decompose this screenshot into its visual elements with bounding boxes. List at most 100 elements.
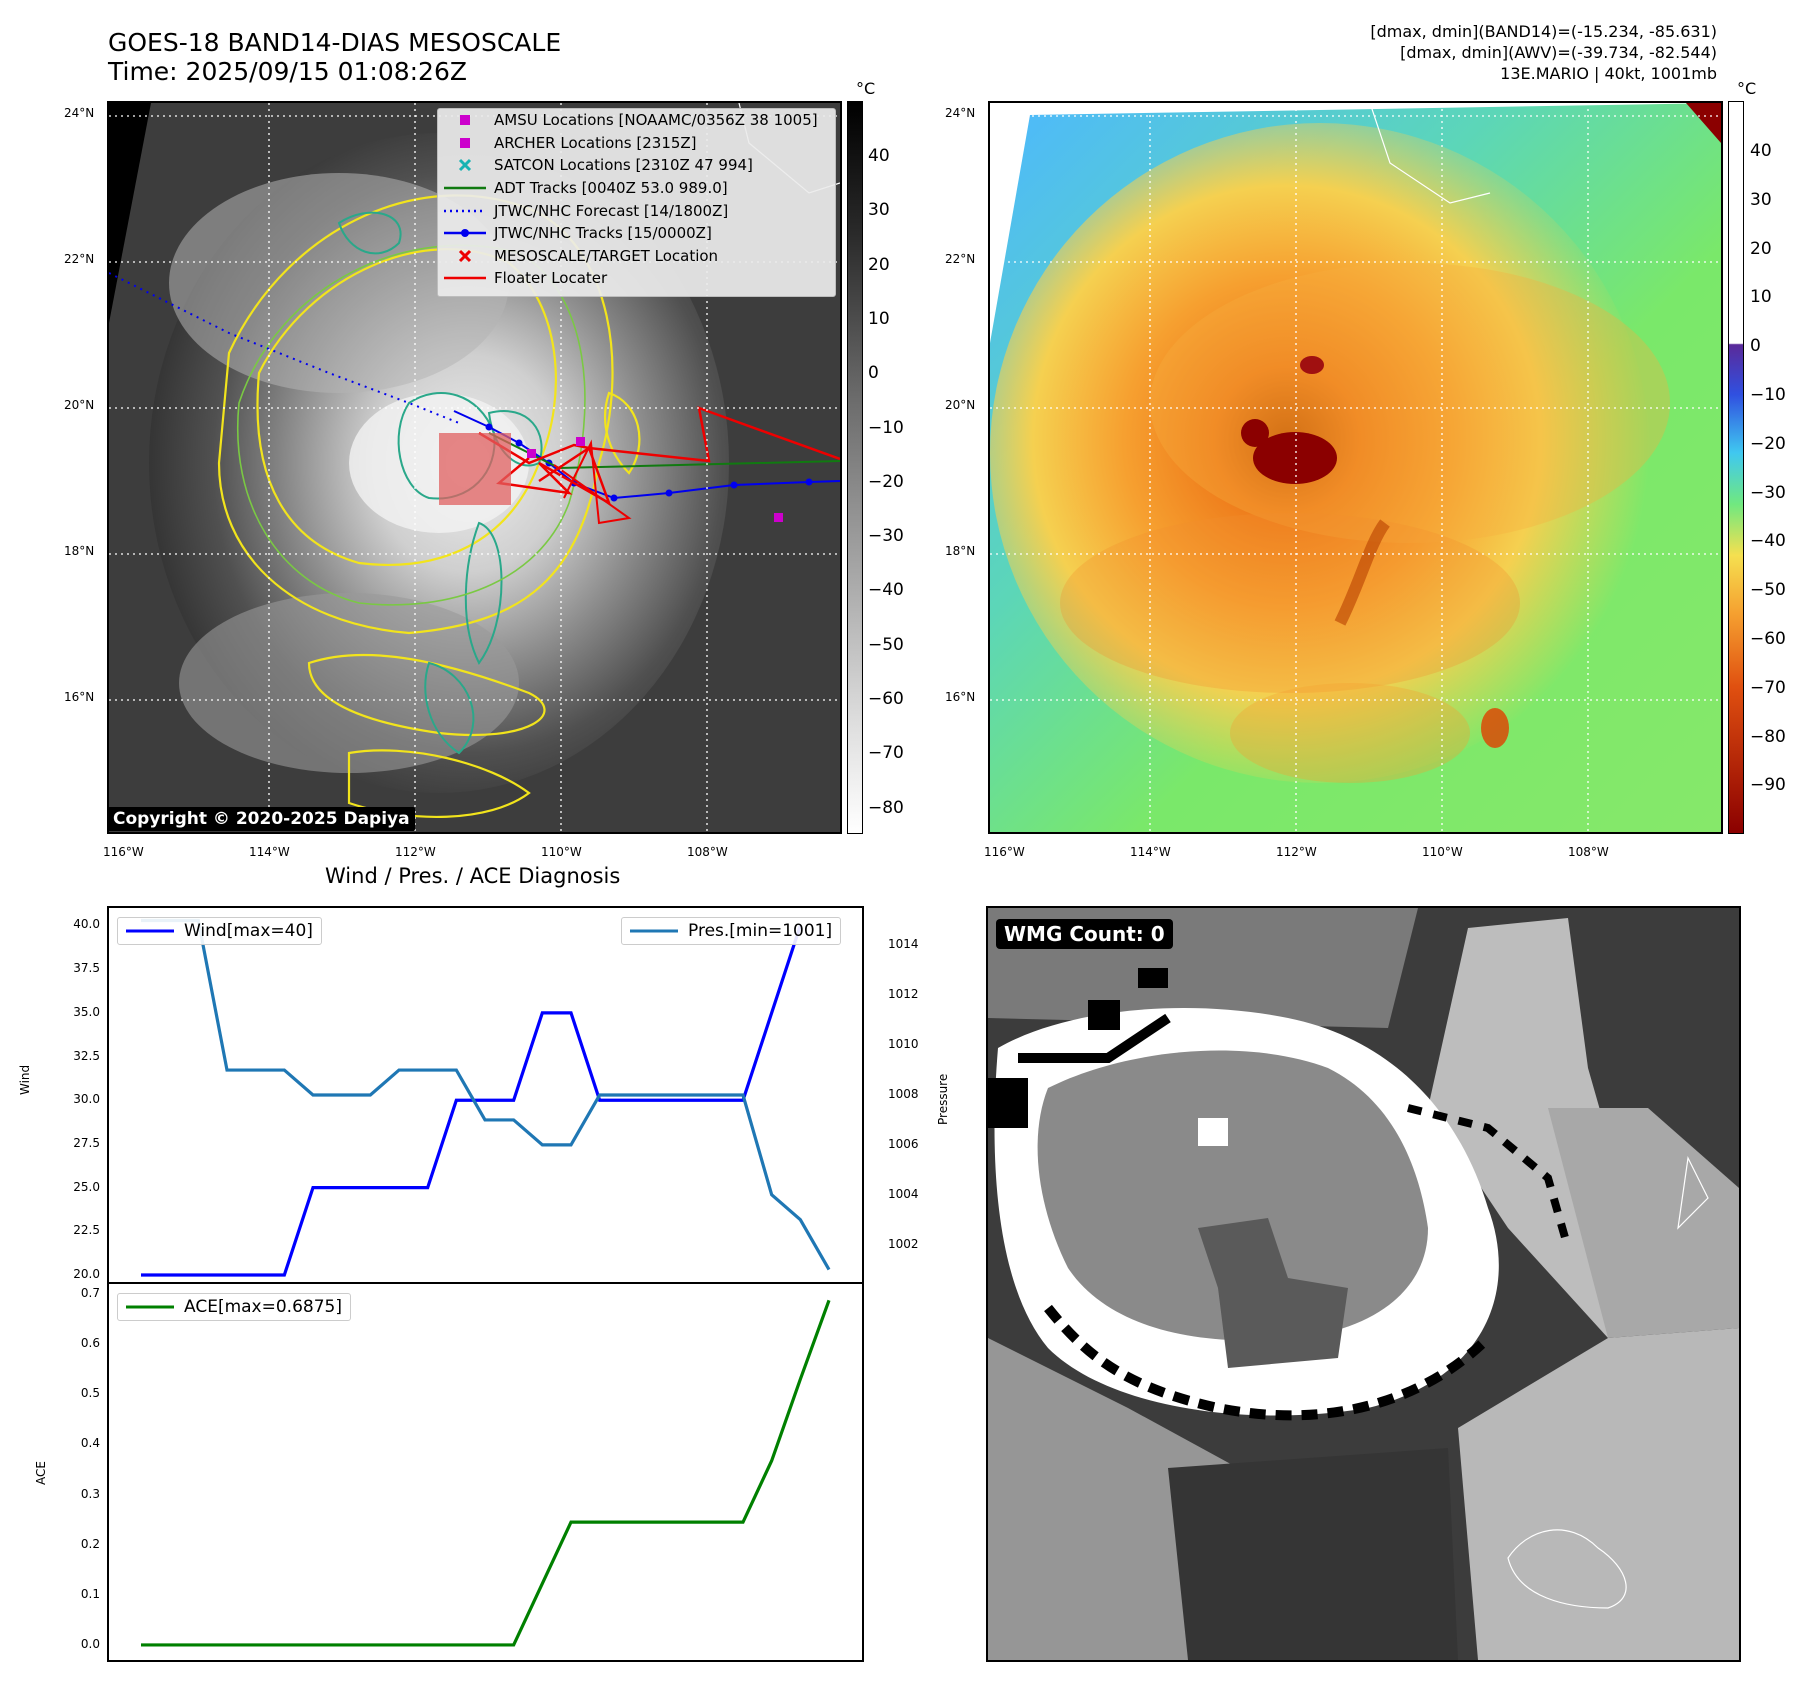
wind-tick-label: 35.0: [73, 1004, 100, 1019]
main-title: GOES-18 BAND14-DIAS MESOSCALE: [108, 28, 562, 57]
ace-tick-label: 0.2: [80, 1536, 100, 1551]
square-marker-icon: [460, 115, 470, 126]
pressure-tick-label: 1006: [888, 1136, 919, 1151]
colorbar-tick: −50: [868, 634, 904, 655]
colorbar-tick: 0: [1750, 336, 1761, 357]
colorbar-tick: −10: [868, 417, 904, 438]
lat-label: 22°N: [64, 252, 95, 266]
lon-label: 110°W: [541, 845, 582, 859]
pressure-tick-label: 1004: [888, 1186, 919, 1201]
pressure-tick-label: 1014: [888, 937, 919, 952]
colorbar-tick: −60: [1750, 629, 1786, 649]
colorbar-tick: −70: [868, 743, 904, 764]
pressure-tick-label: 1012: [888, 987, 919, 1002]
wind-pressure-chart: [103, 906, 864, 1284]
awv-colorbar: [1728, 101, 1744, 834]
colorbar-tick: −20: [868, 471, 904, 492]
legend-item-adt: ADT Tracks [0040Z 53.0 989.0]: [438, 177, 835, 200]
lat-label: 18°N: [64, 544, 95, 558]
colorbar-tick: −20: [1750, 433, 1786, 454]
pressure-tick-label: 1002: [888, 1236, 919, 1251]
legend-item-floater: Floater Locater: [438, 267, 835, 290]
wmg-image: [988, 908, 1739, 1660]
wind-pressure-plot: [103, 918, 831, 1277]
legend-item-forecast: JTWC/NHC Forecast [14/1800Z]: [438, 199, 835, 222]
ace-tick-label: 0.1: [80, 1586, 100, 1601]
legend-label: AMSU Locations [NOAAMC/0356Z 38 1005]: [494, 111, 818, 130]
line-dot-icon: [444, 229, 486, 238]
ace-axis-label: ACE: [34, 1461, 48, 1485]
ace-tick-label: 0.7: [80, 1286, 100, 1301]
time-label: Time: 2025/09/15 01:08:26Z: [108, 57, 467, 86]
colorbar-tick: −70: [1750, 677, 1786, 698]
wind-axis-label: Wind: [18, 1064, 32, 1095]
steelblue-line-icon: [630, 929, 678, 933]
lat-label: 22°N: [945, 252, 976, 266]
copyright-badge: Copyright © 2020-2025 Dapiya: [108, 807, 415, 831]
colorbar-tick: −30: [1750, 482, 1786, 503]
legend-label: SATCON Locations [2310Z 47 994]: [494, 156, 753, 175]
lon-label: 112°W: [395, 845, 436, 859]
colorbar-tick: 0: [868, 363, 879, 384]
colorbar-tick: 10: [1750, 287, 1772, 308]
legend-item-amsu: AMSU Locations [NOAAMC/0356Z 38 1005]: [438, 109, 835, 132]
ace-chart: [107, 1282, 864, 1662]
colorbar-tick: −80: [868, 797, 904, 818]
awv-map-image: [990, 103, 1721, 832]
lon-label: 116°W: [984, 845, 1025, 859]
lon-label: 112°W: [1276, 845, 1317, 859]
legend-label: JTWC/NHC Tracks [15/0000Z]: [494, 224, 712, 243]
x-marker-icon: [458, 159, 472, 172]
pressure-series-line: [141, 918, 831, 1271]
x-marker-icon: [458, 249, 472, 262]
awv-map-panel: [988, 101, 1723, 834]
legend-label: ADT Tracks [0040Z 53.0 989.0]: [494, 179, 728, 198]
lon-label: 114°W: [249, 845, 290, 859]
wind-tick-label: 37.5: [73, 961, 100, 976]
legend-item-target: MESOSCALE/TARGET Location: [438, 245, 835, 268]
ace-tick-label: 0.5: [80, 1386, 100, 1401]
wind-tick-label: 25.0: [73, 1179, 100, 1194]
legend-item-archer: ARCHER Locations [2315Z]: [438, 132, 835, 155]
lat-label: 20°N: [64, 398, 95, 412]
ace-tick-label: 0.4: [80, 1436, 100, 1451]
colorbar-tick: 20: [1750, 238, 1772, 259]
band14-range: [dmax, dmin](BAND14)=(-15.234, -85.631): [1370, 22, 1717, 41]
colorbar-unit: °C: [856, 79, 876, 98]
ace-legend: ACE[max=0.6875]: [117, 1293, 351, 1321]
legend-label: ARCHER Locations [2315Z]: [494, 133, 697, 152]
wmg-count-badge: WMG Count: 0: [996, 919, 1173, 949]
wmg-panel: [986, 906, 1741, 1662]
wind-series-line: [141, 924, 802, 1277]
legend-label: MESOSCALE/TARGET Location: [494, 246, 719, 265]
wind-tick-label: 30.0: [73, 1092, 100, 1107]
awv-range: [dmax, dmin](AWV)=(-39.734, -82.544): [1400, 43, 1717, 62]
wind-legend: Wind[max=40]: [117, 917, 322, 945]
wind-tick-label: 22.5: [73, 1223, 100, 1238]
ace-series-line: [141, 1299, 831, 1647]
pressure-legend-label: Pres.[min=1001]: [688, 921, 833, 941]
ace-tick-label: 0.3: [80, 1486, 100, 1501]
colorbar-tick: −60: [868, 689, 904, 709]
ace-plot: [141, 1299, 831, 1647]
wind-tick-label: 27.5: [73, 1135, 100, 1150]
lon-label: 114°W: [1130, 845, 1171, 859]
lat-label: 24°N: [945, 106, 976, 120]
pressure-axis-label: Pressure: [936, 1073, 950, 1125]
colorbar-tick: 40: [1750, 141, 1772, 161]
ace-legend-label: ACE[max=0.6875]: [184, 1297, 342, 1317]
blue-line-icon: [126, 929, 174, 933]
colorbar-tick: 30: [1750, 189, 1772, 210]
wind-tick-label: 40.0: [73, 917, 100, 932]
map-legend: AMSU Locations [NOAAMC/0356Z 38 1005] AR…: [437, 108, 836, 297]
legend-item-satcon: SATCON Locations [2310Z 47 994]: [438, 154, 835, 177]
wind-legend-label: Wind[max=40]: [184, 921, 313, 941]
diagnosis-title: Wind / Pres. / ACE Diagnosis: [325, 864, 621, 888]
ir-colorbar: [847, 101, 863, 834]
colorbar-tick: −30: [868, 526, 904, 547]
dotted-line-icon: [444, 209, 486, 212]
pressure-tick-label: 1008: [888, 1087, 919, 1101]
colorbar-tick: −10: [1750, 385, 1786, 405]
lat-label: 18°N: [945, 544, 976, 558]
colorbar-tick: −40: [1750, 531, 1786, 552]
